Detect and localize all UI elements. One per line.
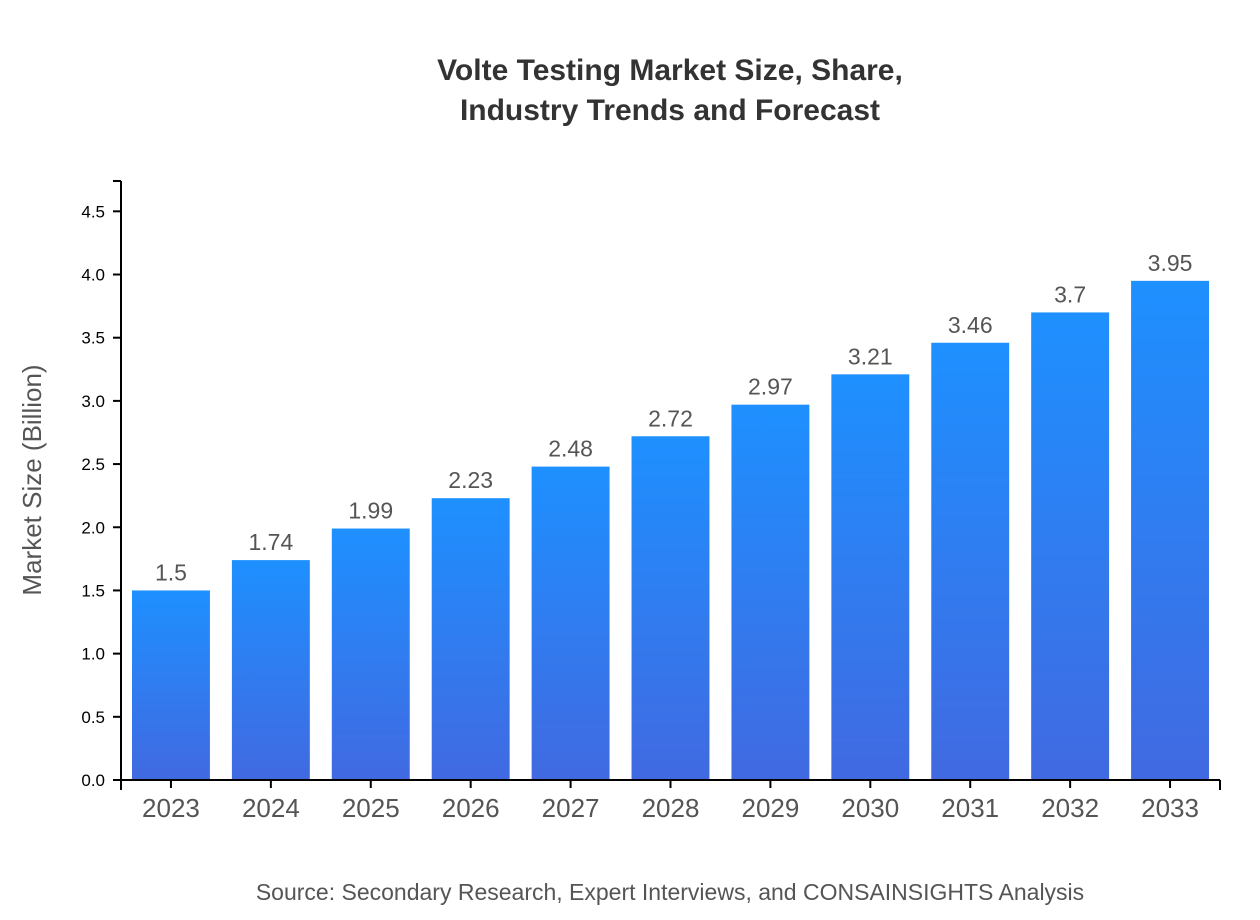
value-label-2029: 2.97 (748, 374, 793, 400)
y-axis-label: Market Size (Billion) (17, 364, 47, 595)
x-tick-label-2024: 2024 (242, 793, 300, 823)
bar-2032 (1031, 312, 1110, 780)
x-tick-label-2033: 2033 (1141, 793, 1199, 823)
bar-2025 (331, 528, 410, 780)
value-label-2031: 3.46 (948, 312, 993, 338)
bar-2027 (531, 466, 610, 780)
bar-2033 (1131, 280, 1210, 780)
x-tick-label-2025: 2025 (342, 793, 400, 823)
x-tick-label-2029: 2029 (741, 793, 799, 823)
y-tick-label-4.5: 4.5 (81, 202, 105, 221)
y-tick-label-1.5: 1.5 (81, 581, 105, 600)
bar-2030 (831, 374, 910, 780)
y-tick-label-2.5: 2.5 (81, 455, 105, 474)
x-tick-label-2026: 2026 (442, 793, 500, 823)
value-label-2026: 2.23 (448, 467, 493, 493)
value-label-2032: 3.7 (1054, 281, 1086, 307)
value-label-2030: 3.21 (848, 343, 893, 369)
value-label-2027: 2.48 (548, 436, 593, 462)
source-note: Source: Secondary Research, Expert Inter… (256, 879, 1084, 905)
y-tick-label-2.0: 2.0 (81, 518, 105, 537)
y-tick-label-3.5: 3.5 (81, 329, 105, 348)
y-tick-label-1.0: 1.0 (81, 645, 105, 664)
x-tick-label-2030: 2030 (841, 793, 899, 823)
y-tick-label-0.0: 0.0 (81, 771, 105, 790)
value-label-2028: 2.72 (648, 405, 693, 431)
x-tick-label-2028: 2028 (642, 793, 700, 823)
bar-2031 (931, 342, 1010, 780)
bar-2028 (631, 436, 710, 780)
y-tick-label-0.5: 0.5 (81, 708, 105, 727)
x-tick-label-2023: 2023 (142, 793, 200, 823)
x-tick-label-2027: 2027 (542, 793, 600, 823)
value-label-2025: 1.99 (348, 498, 393, 524)
axes-group: 2023 2024 2025 2026 2027 2028 2029 2030 2031 2032… (81, 180, 1221, 823)
chart-title-line-1: Volte Testing Market Size, Share, (437, 54, 903, 87)
bar-2024 (231, 560, 310, 780)
value-label-2024: 1.74 (248, 529, 293, 555)
y-tick-label-4.0: 4.0 (81, 266, 105, 285)
bars-group: 1.5 1.74 1.99 2.23 2.48 2.72 2.97 3.21 3.46 3.7 3.… (131, 250, 1210, 780)
value-label-2033: 3.95 (1148, 250, 1193, 276)
chart-title-line-2: Industry Trends and Forecast (460, 94, 880, 127)
x-tick-label-2031: 2031 (941, 793, 999, 823)
x-tick-label-2032: 2032 (1041, 793, 1099, 823)
y-tick-label-3.0: 3.0 (81, 392, 105, 411)
value-label-2023: 1.5 (155, 559, 187, 585)
bar-2026 (431, 498, 510, 780)
bar-2029 (731, 404, 810, 780)
bar-2023 (131, 590, 210, 780)
